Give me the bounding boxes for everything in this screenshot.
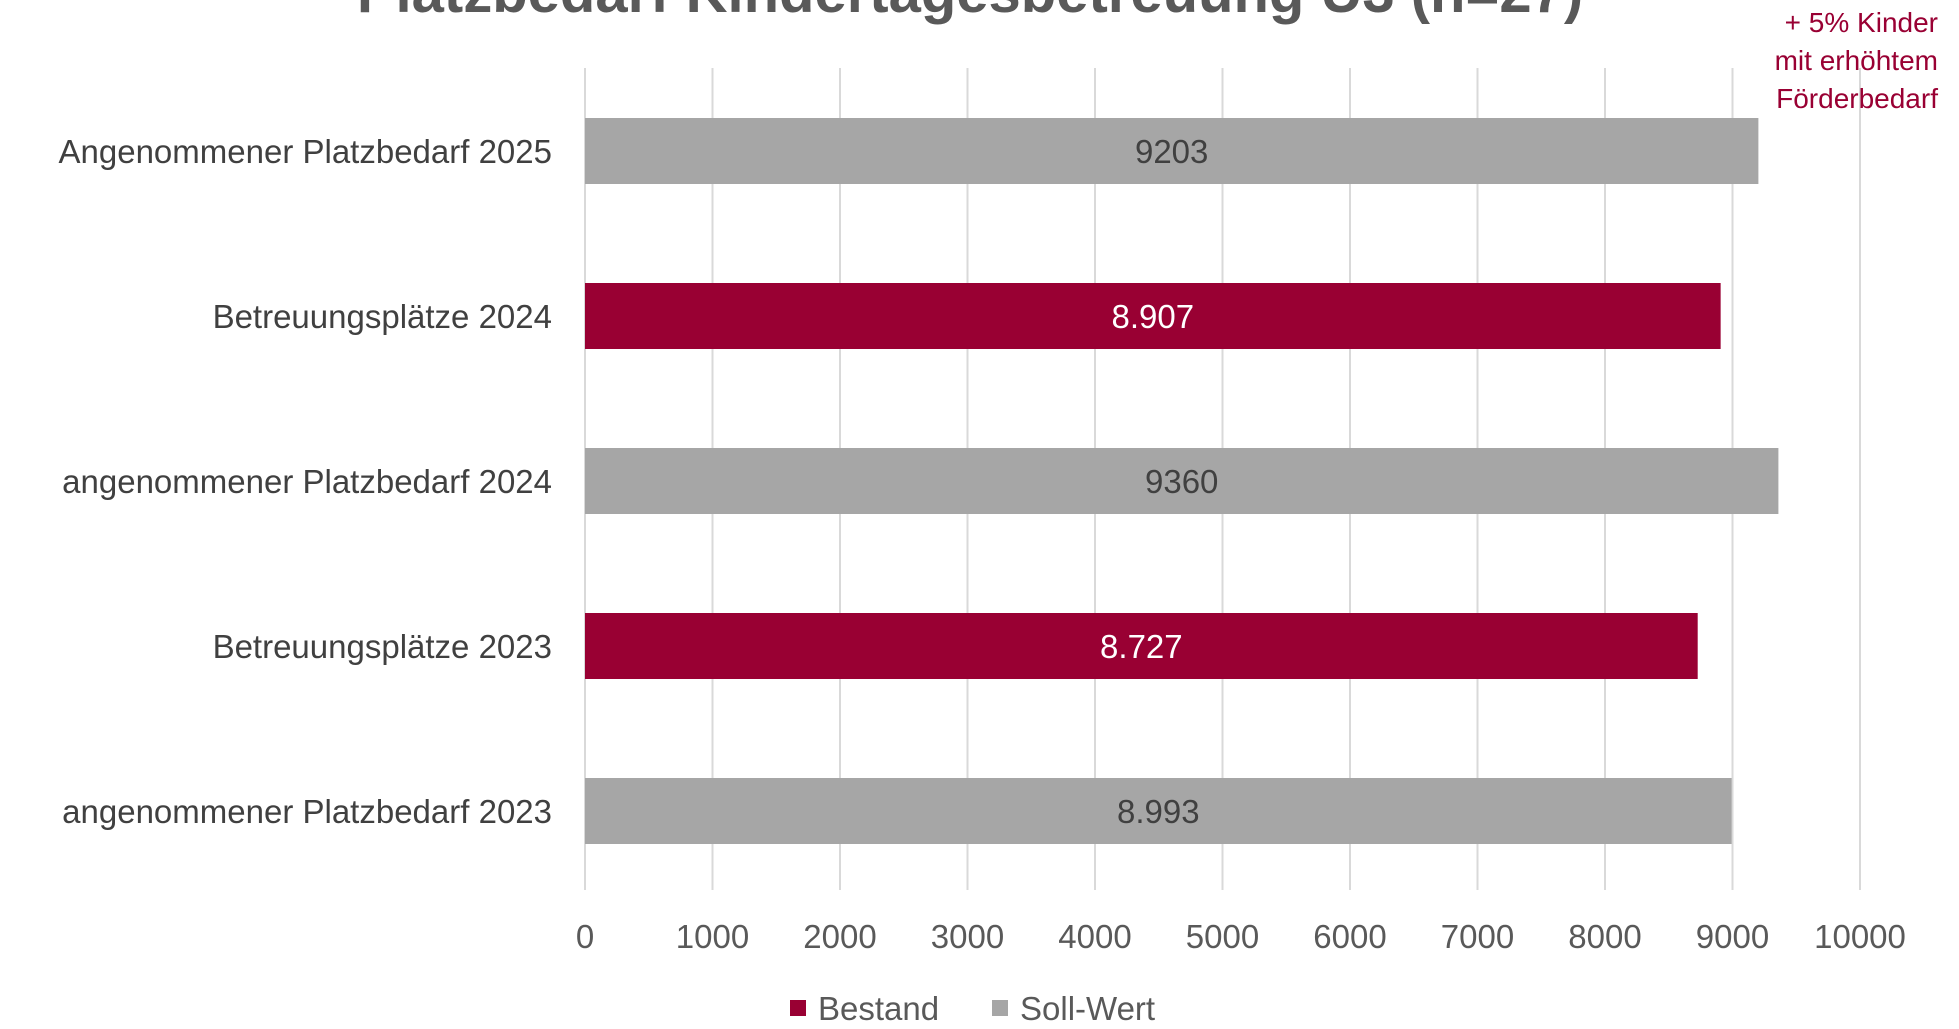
category-labels: Angenommener Platzbedarf 2025 Betreuungsp… [59, 133, 553, 830]
legend-swatch [790, 1000, 806, 1016]
data-label: 8.727 [1100, 628, 1183, 665]
bar [585, 613, 1698, 679]
x-tick-label: 9000 [1696, 918, 1769, 955]
category-label: Betreuungsplätze 2023 [213, 628, 552, 665]
legend: Bestand Soll-Wert [790, 990, 1155, 1027]
bar [585, 778, 1732, 844]
legend-label: Soll-Wert [1020, 990, 1155, 1027]
annotation-line: mit erhöhtem [1775, 45, 1938, 76]
x-tick-label: 5000 [1186, 918, 1259, 955]
x-tick-label: 4000 [1058, 918, 1131, 955]
annotation: + 5% Kinder mit erhöhtem Förderbedarf [1775, 7, 1939, 114]
category-label: Angenommener Platzbedarf 2025 [59, 133, 553, 170]
x-tick-label: 7000 [1441, 918, 1514, 955]
x-axis-ticks: 0 1000 2000 3000 4000 5000 6000 7000 8000 9000 100… [576, 918, 1906, 955]
x-tick-label: 10000 [1814, 918, 1906, 955]
annotation-line: + 5% Kinder [1785, 7, 1938, 38]
legend-swatch [992, 1000, 1008, 1016]
bar [585, 118, 1759, 184]
x-tick-label: 3000 [931, 918, 1004, 955]
x-tick-label: 8000 [1568, 918, 1641, 955]
data-label: 9203 [1135, 133, 1208, 170]
category-label: angenommener Platzbedarf 2023 [62, 793, 552, 830]
data-label: 9360 [1145, 463, 1218, 500]
bar [585, 283, 1721, 349]
x-tick-label: 1000 [676, 918, 749, 955]
x-tick-label: 6000 [1313, 918, 1386, 955]
data-label: 8.907 [1112, 298, 1195, 335]
annotation-line: Förderbedarf [1776, 83, 1938, 114]
legend-label: Bestand [818, 990, 939, 1027]
data-label: 8.993 [1117, 793, 1200, 830]
bar-series: 9203 8.907 9360 8.727 8.993 [585, 118, 1779, 844]
bar [585, 448, 1779, 514]
x-tick-label: 0 [576, 918, 594, 955]
category-label: Betreuungsplätze 2024 [213, 298, 552, 335]
x-tick-label: 2000 [803, 918, 876, 955]
category-label: angenommener Platzbedarf 2024 [62, 463, 552, 500]
chart-title: Platzbedarf Kindertagesbetreuung Ü3 (n=2… [357, 0, 1583, 25]
